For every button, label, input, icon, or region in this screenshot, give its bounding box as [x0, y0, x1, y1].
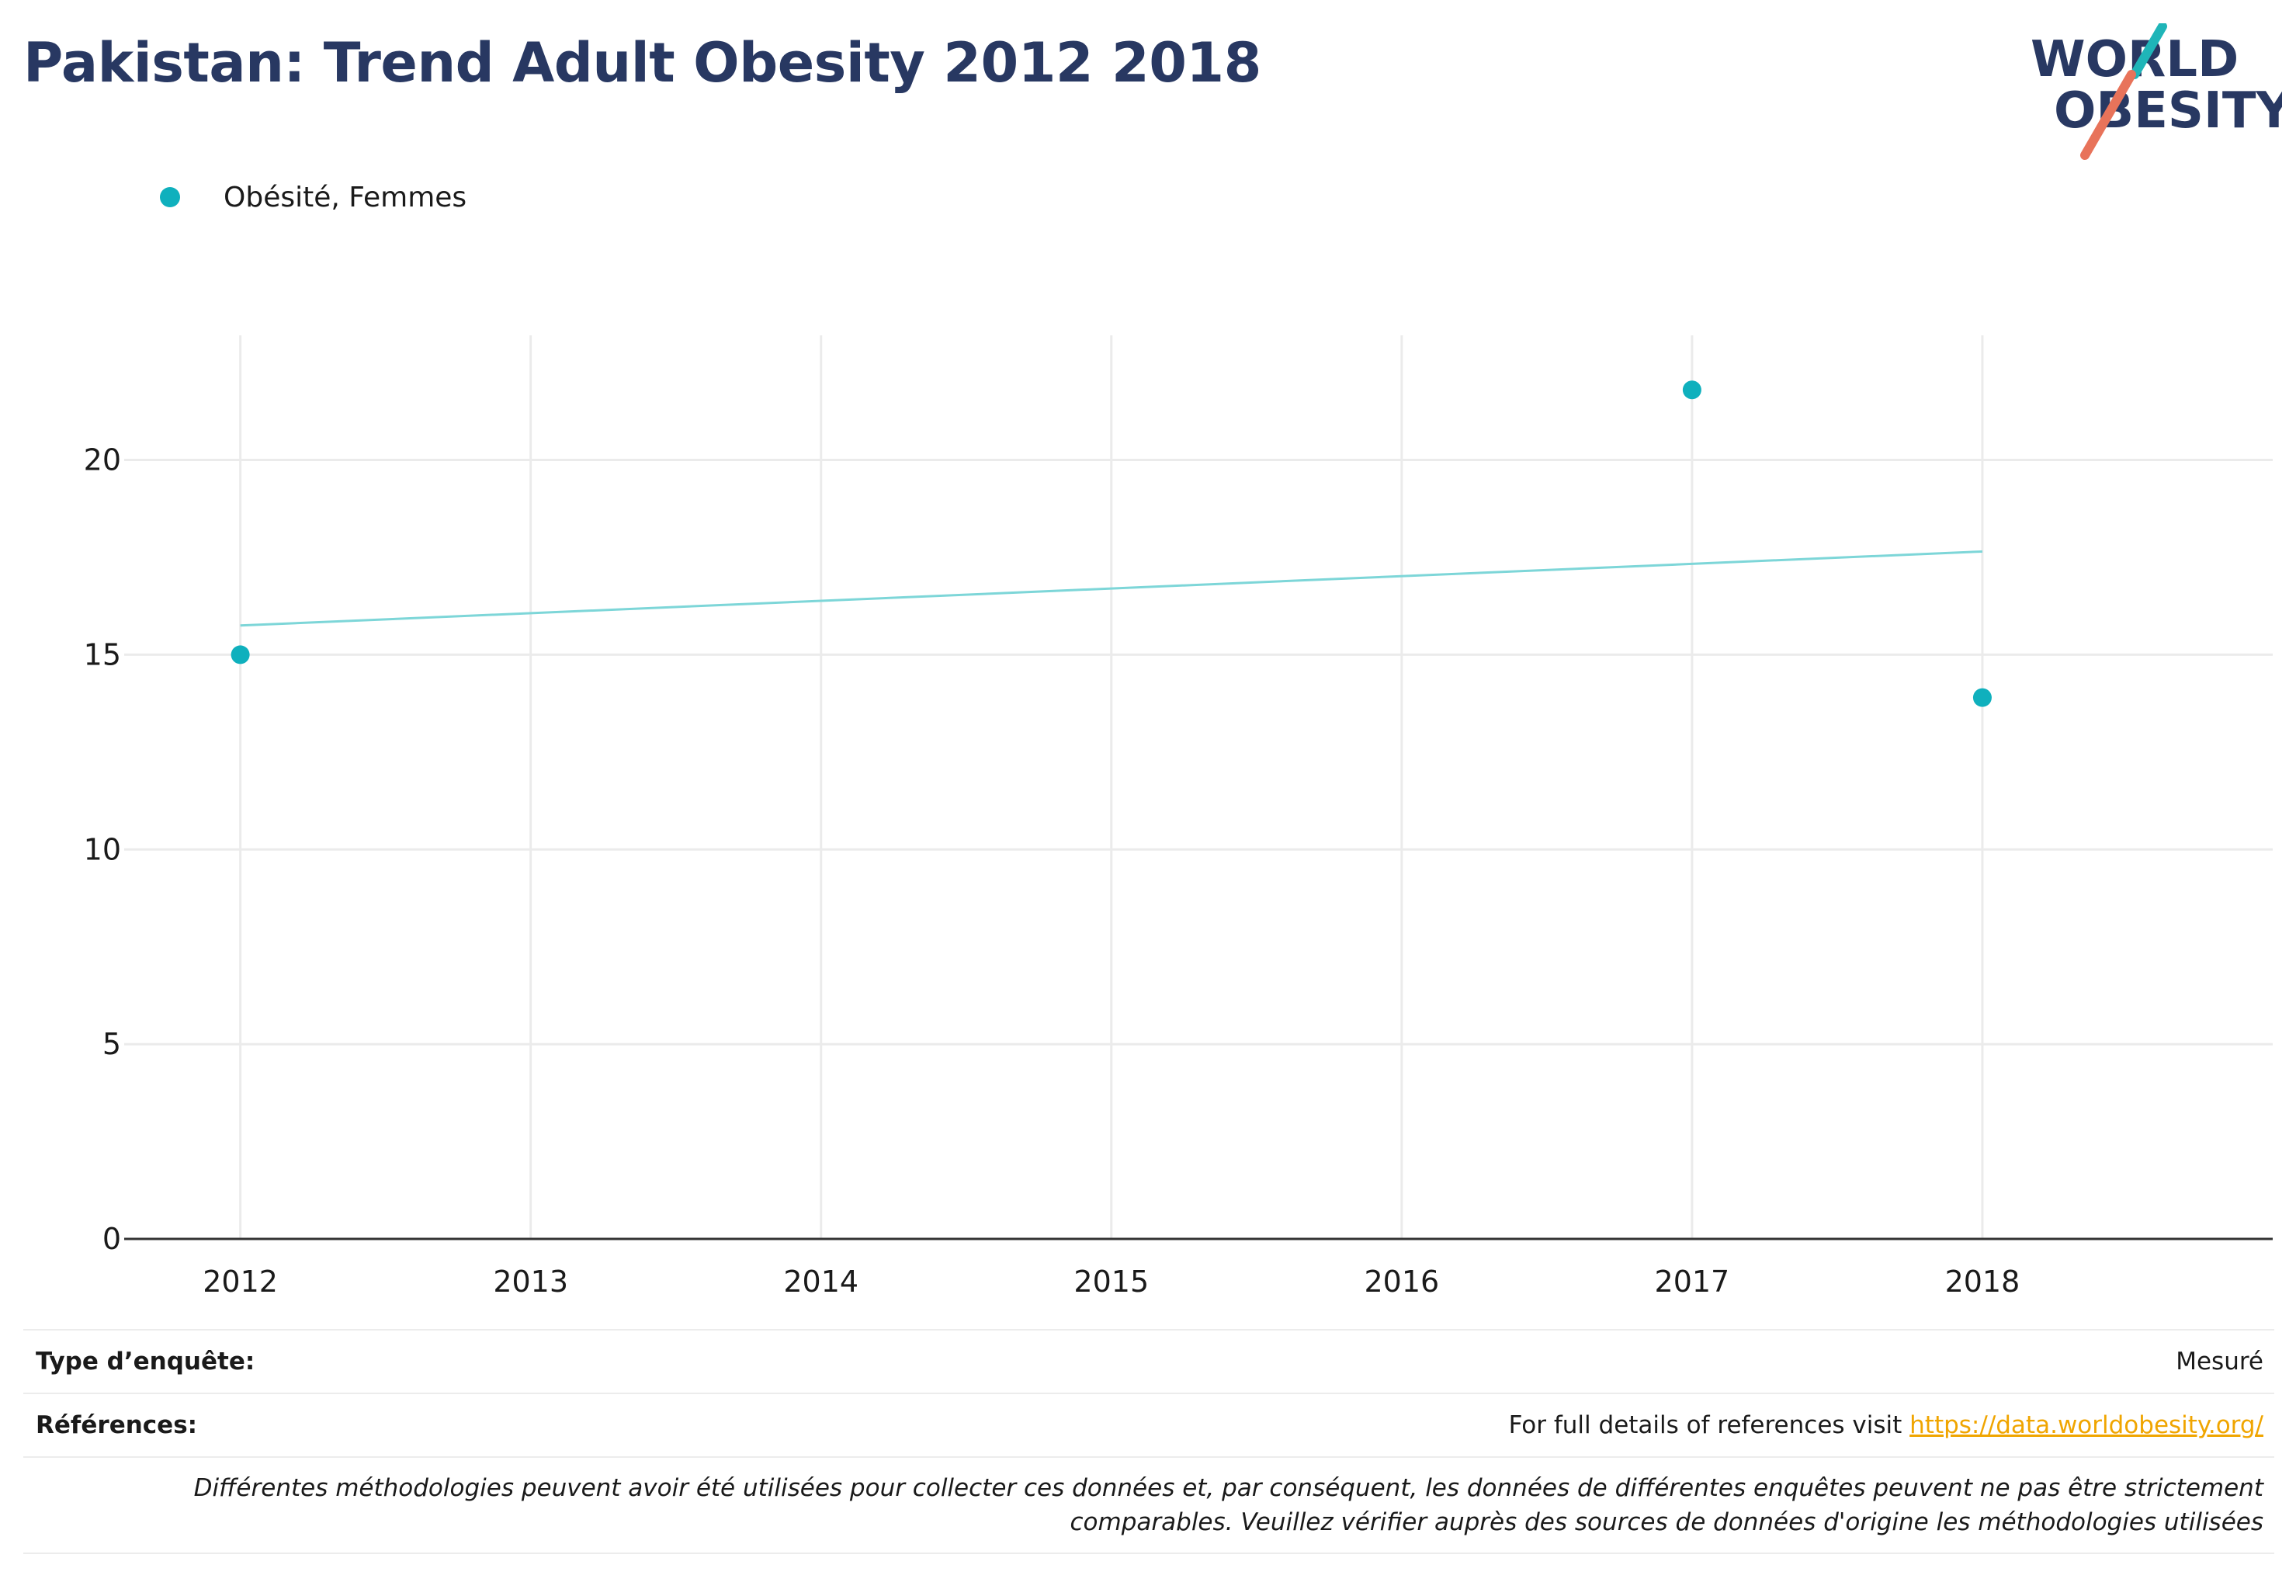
footer-row-disclaimer: Différentes méthodologies peuvent avoir …	[23, 1456, 2274, 1554]
logo-text-obesity: OBESITY	[2054, 82, 2282, 140]
survey-type-value: Mesuré	[2176, 1348, 2263, 1376]
logo-teal-stroke	[2130, 23, 2167, 79]
disclaimer-line-2: comparables. Veuillez vérifier auprès de…	[1070, 1508, 2263, 1536]
y-tick-label-5: 5	[102, 1027, 121, 1061]
x-tick-label-2012: 2012	[203, 1265, 278, 1299]
y-tick-label-20: 20	[84, 443, 121, 477]
data-point-2017[interactable]	[1682, 380, 1701, 400]
chart-footer: Type d’enquête: Mesuré Références: For f…	[23, 1329, 2274, 1554]
y-tick-label-15: 15	[84, 637, 121, 671]
y-tick-label-10: 10	[84, 832, 121, 866]
references-text: For full details of references visit	[1508, 1411, 1910, 1439]
x-tick-label-2018: 2018	[1945, 1265, 2020, 1299]
page-title: Pakistan: Trend Adult Obesity 2012 2018	[23, 31, 1261, 95]
data-point-2012[interactable]	[231, 645, 250, 664]
x-tick-label-2015: 2015	[1073, 1265, 1149, 1299]
trend-line	[240, 550, 1983, 627]
legend-marker	[160, 187, 180, 207]
survey-type-label: Type d’enquête:	[36, 1348, 255, 1376]
references-link[interactable]: https://data.worldobesity.org/	[1909, 1411, 2263, 1439]
world-obesity-logo: WORLD OBESITY	[2031, 23, 2282, 160]
disclaimer-line-1: Différentes méthodologies peuvent avoir …	[193, 1474, 2263, 1502]
trend-layer	[240, 550, 1983, 627]
legend-entry-label[interactable]: Obésité, Femmes	[224, 181, 467, 213]
x-tick-label-2016: 2016	[1364, 1265, 1439, 1299]
chart-legend: Obésité, Femmes	[160, 175, 466, 219]
references-label: Références:	[36, 1411, 198, 1439]
y-tick-label-0: 0	[102, 1222, 121, 1256]
references-value: For full details of references visit htt…	[1509, 1411, 2263, 1439]
x-tick-label-2014: 2014	[783, 1265, 858, 1299]
methodology-disclaimer: Différentes méthodologies peuvent avoir …	[194, 1471, 2263, 1539]
point-layer	[231, 380, 1992, 707]
data-point-2018[interactable]	[1972, 688, 1992, 707]
x-tick-label-2017: 2017	[1655, 1265, 1730, 1299]
grid-layer	[124, 335, 2273, 1239]
tick-layer: 2012 2013 2014 2015 2016 2017 2018 0 5 10 15 20	[84, 443, 2020, 1299]
logo-coral-stroke	[2080, 70, 2136, 160]
footer-row-survey-type: Type d’enquête: Mesuré	[23, 1329, 2274, 1393]
footer-row-references: Références: For full details of referenc…	[23, 1393, 2274, 1456]
obesity-scatter-chart: 2012 2013 2014 2015 2016 2017 2018 0 5 10 15 20	[84, 335, 2273, 1299]
x-tick-label-2013: 2013	[493, 1265, 568, 1299]
